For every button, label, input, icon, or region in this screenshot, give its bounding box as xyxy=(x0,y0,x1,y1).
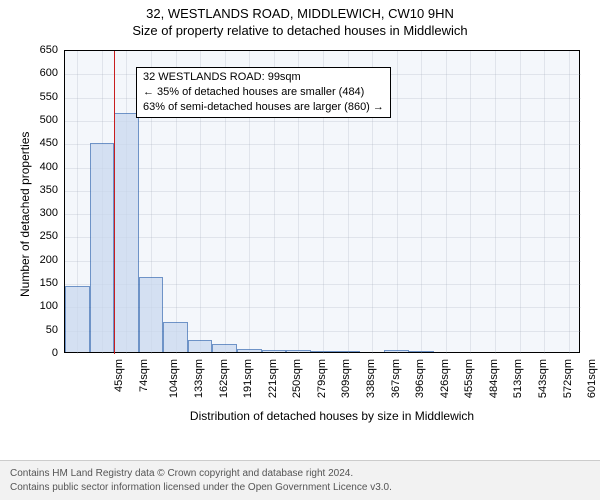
y-tick-label: 250 xyxy=(24,230,58,242)
histogram-bar xyxy=(262,350,287,352)
footer: Contains HM Land Registry data © Crown c… xyxy=(0,460,600,500)
chart-area: 32 WESTLANDS ROAD: 99sqm← 35% of detache… xyxy=(0,42,600,440)
x-tick-label: 396sqm xyxy=(414,359,426,398)
histogram-bar xyxy=(286,350,311,352)
x-tick-label: 338sqm xyxy=(365,359,377,398)
histogram-bar xyxy=(114,113,139,352)
y-tick-label: 600 xyxy=(24,67,58,79)
histogram-bar xyxy=(311,351,336,352)
footer-line-1: Contains HM Land Registry data © Crown c… xyxy=(10,467,590,481)
y-tick-label: 500 xyxy=(24,114,58,126)
y-tick-label: 100 xyxy=(24,300,58,312)
histogram-bar xyxy=(212,344,237,352)
x-tick-label: 279sqm xyxy=(316,359,328,398)
y-tick-label: 300 xyxy=(24,207,58,219)
grid-line-v xyxy=(569,51,570,354)
property-marker-line xyxy=(114,51,115,354)
y-tick-label: 350 xyxy=(24,184,58,196)
grid-line-v xyxy=(397,51,398,354)
x-axis-label: Distribution of detached houses by size … xyxy=(172,409,492,423)
histogram-bar xyxy=(409,351,434,352)
x-tick-label: 513sqm xyxy=(513,359,525,398)
y-tick-label: 650 xyxy=(24,44,58,56)
grid-line-v xyxy=(544,51,545,354)
y-tick-label: 0 xyxy=(24,347,58,359)
x-tick-label: 367sqm xyxy=(390,359,402,398)
x-tick-label: 426sqm xyxy=(439,359,451,398)
x-tick-label: 191sqm xyxy=(242,359,254,398)
x-tick-label: 484sqm xyxy=(488,359,500,398)
grid-line-v xyxy=(495,51,496,354)
annotation-line: 63% of semi-detached houses are larger (… xyxy=(143,100,384,115)
plot-area: 32 WESTLANDS ROAD: 99sqm← 35% of detache… xyxy=(64,50,580,353)
histogram-bar xyxy=(139,277,164,352)
x-tick-label: 45sqm xyxy=(113,359,125,392)
histogram-bar xyxy=(335,351,360,352)
x-tick-label: 133sqm xyxy=(193,359,205,398)
grid-line-v xyxy=(446,51,447,354)
histogram-bar xyxy=(90,143,115,352)
annotation-line: 32 WESTLANDS ROAD: 99sqm xyxy=(143,70,384,85)
x-tick-label: 74sqm xyxy=(138,359,150,392)
histogram-bar xyxy=(237,349,262,352)
x-tick-label: 162sqm xyxy=(218,359,230,398)
annotation-line: ← 35% of detached houses are smaller (48… xyxy=(143,85,384,100)
annotation-box: 32 WESTLANDS ROAD: 99sqm← 35% of detache… xyxy=(136,67,391,118)
footer-line-2: Contains public sector information licen… xyxy=(10,481,590,495)
y-tick-label: 400 xyxy=(24,161,58,173)
histogram-bar xyxy=(65,286,90,352)
title-line-2: Size of property relative to detached ho… xyxy=(0,23,600,40)
histogram-bar xyxy=(188,340,213,352)
histogram-bar xyxy=(384,350,409,352)
x-tick-label: 309sqm xyxy=(341,359,353,398)
chart-title-block: 32, WESTLANDS ROAD, MIDDLEWICH, CW10 9HN… xyxy=(0,0,600,40)
y-tick-label: 450 xyxy=(24,137,58,149)
y-tick-label: 50 xyxy=(24,324,58,336)
y-tick-label: 550 xyxy=(24,91,58,103)
x-tick-label: 455sqm xyxy=(463,359,475,398)
x-tick-label: 543sqm xyxy=(537,359,549,398)
x-tick-label: 601sqm xyxy=(586,359,598,398)
x-tick-label: 221sqm xyxy=(267,359,279,398)
x-tick-label: 572sqm xyxy=(562,359,574,398)
grid-line-v xyxy=(421,51,422,354)
grid-line-v xyxy=(520,51,521,354)
x-tick-label: 104sqm xyxy=(169,359,181,398)
histogram-bar xyxy=(163,322,188,352)
title-line-1: 32, WESTLANDS ROAD, MIDDLEWICH, CW10 9HN xyxy=(0,6,600,23)
y-tick-label: 150 xyxy=(24,277,58,289)
x-tick-label: 250sqm xyxy=(291,359,303,398)
y-tick-label: 200 xyxy=(24,254,58,266)
grid-line-v xyxy=(470,51,471,354)
